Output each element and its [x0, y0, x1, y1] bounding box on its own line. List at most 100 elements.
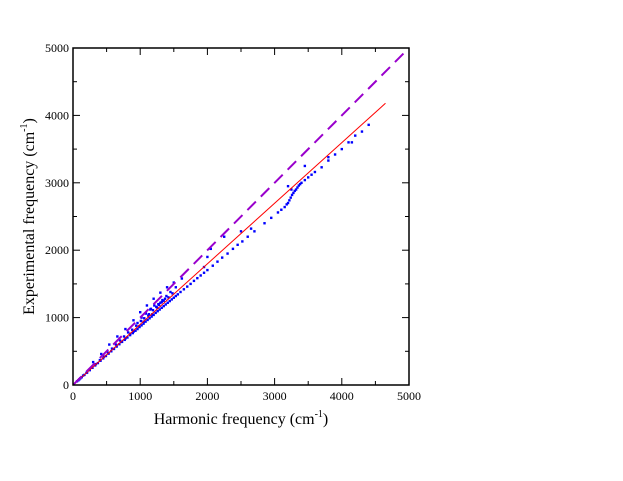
- x-axis-label-sup: -1: [315, 409, 323, 420]
- data-point: [132, 330, 135, 333]
- data-point: [211, 264, 214, 267]
- data-point: [149, 307, 153, 311]
- data-point: [162, 304, 165, 308]
- data-point: [220, 256, 224, 259]
- data-point: [199, 274, 202, 277]
- data-point: [160, 300, 163, 304]
- data-point: [340, 147, 343, 151]
- data-point: [276, 211, 280, 214]
- data-point: [147, 314, 150, 317]
- data-point: [148, 317, 151, 320]
- data-point: [156, 309, 159, 313]
- data-point: [158, 308, 161, 311]
- data-point: [136, 321, 139, 325]
- y-tick-label: 1000: [45, 311, 69, 325]
- data-point: [116, 335, 119, 338]
- data-point: [126, 331, 130, 334]
- data-point: [226, 252, 229, 255]
- data-point: [241, 240, 244, 243]
- data-point: [290, 188, 293, 191]
- data-point: [145, 304, 149, 307]
- data-point: [91, 360, 95, 364]
- data-point: [139, 319, 143, 323]
- data-point: [151, 313, 154, 316]
- data-point: [147, 313, 151, 316]
- data-point: [206, 255, 209, 259]
- data-point: [98, 358, 102, 362]
- data-point: [124, 327, 127, 331]
- data-point: [263, 222, 266, 225]
- data-point: [307, 176, 310, 179]
- data-point: [106, 351, 110, 354]
- data-point: [289, 196, 292, 199]
- y-tick-label: 2000: [45, 243, 69, 257]
- y-axis-label-main: Experimental frequency (cm: [21, 131, 38, 315]
- data-point: [296, 186, 299, 189]
- ticks-layer: 0 1000 2000 3000 4000 5000 0 1000 2000 3000 4000 50…: [45, 41, 421, 403]
- data-point: [137, 325, 141, 328]
- y-tick-label: 4000: [45, 108, 69, 122]
- data-point: [131, 331, 135, 335]
- data-point: [168, 299, 171, 303]
- x-tick-label: 5000: [397, 389, 421, 403]
- data-point: [164, 303, 167, 306]
- data-point: [104, 354, 108, 358]
- data-point: [140, 324, 143, 327]
- data-point: [206, 268, 209, 272]
- data-point: [202, 271, 206, 274]
- data-point: [128, 333, 132, 337]
- data-point: [253, 230, 256, 233]
- data-point: [171, 292, 174, 295]
- y-tick-label: 3000: [45, 176, 69, 190]
- data-point: [303, 178, 307, 182]
- data-point: [186, 285, 189, 288]
- data-point: [166, 301, 169, 304]
- data-point: [347, 141, 350, 144]
- x-tick-label: 4000: [330, 389, 354, 403]
- y-axis-label-close: ): [21, 118, 38, 123]
- data-point: [300, 181, 303, 184]
- data-point: [189, 282, 192, 286]
- data-point: [142, 322, 145, 325]
- data-point: [170, 298, 173, 301]
- data-point: [165, 294, 168, 298]
- y-tick-label: 5000: [45, 41, 69, 55]
- data-point: [172, 296, 175, 299]
- data-point: [294, 188, 298, 191]
- x-tick-label: 0: [70, 389, 76, 403]
- data-point: [196, 276, 199, 280]
- plot-layer: [72, 47, 410, 386]
- y-axis-label: Experimental frequency (cm-1): [19, 118, 38, 315]
- data-point: [313, 170, 317, 174]
- data-point: [192, 279, 196, 283]
- data-point: [333, 153, 337, 156]
- fit-line: [72, 102, 386, 386]
- data-point: [236, 243, 239, 247]
- data-point: [139, 311, 142, 314]
- data-point: [303, 164, 307, 168]
- data-point: [290, 193, 294, 197]
- data-point: [162, 299, 165, 302]
- data-point: [144, 312, 148, 315]
- data-point: [159, 301, 162, 304]
- data-point: [134, 324, 138, 327]
- y-axis-label-sup: -1: [19, 123, 30, 131]
- data-point: [163, 297, 167, 300]
- data-point: [231, 247, 235, 251]
- data-point: [298, 182, 302, 186]
- identity-line: [72, 47, 410, 386]
- data-point: [112, 347, 116, 351]
- data-point: [286, 184, 290, 188]
- data-point: [114, 343, 118, 346]
- data-point: [239, 230, 243, 233]
- x-tick-label: 3000: [263, 389, 287, 403]
- data-point: [249, 227, 253, 230]
- data-point: [159, 291, 162, 294]
- data-point: [157, 302, 160, 306]
- data-point: [100, 352, 103, 356]
- data-point: [144, 320, 147, 323]
- data-point: [108, 343, 111, 346]
- data-point: [136, 327, 139, 331]
